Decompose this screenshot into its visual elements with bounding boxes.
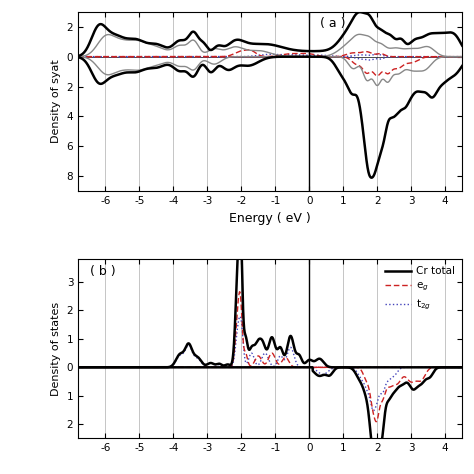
X-axis label: Energy ( eV ): Energy ( eV ) (229, 211, 311, 225)
Y-axis label: Density of syat: Density of syat (51, 60, 61, 143)
Legend: Cr total, e$_g$, t$_{2g}$: Cr total, e$_g$, t$_{2g}$ (383, 264, 457, 314)
Text: ( b ): ( b ) (90, 264, 115, 278)
Text: ( a ): ( a ) (320, 17, 346, 30)
Y-axis label: Density of states: Density of states (51, 302, 61, 396)
